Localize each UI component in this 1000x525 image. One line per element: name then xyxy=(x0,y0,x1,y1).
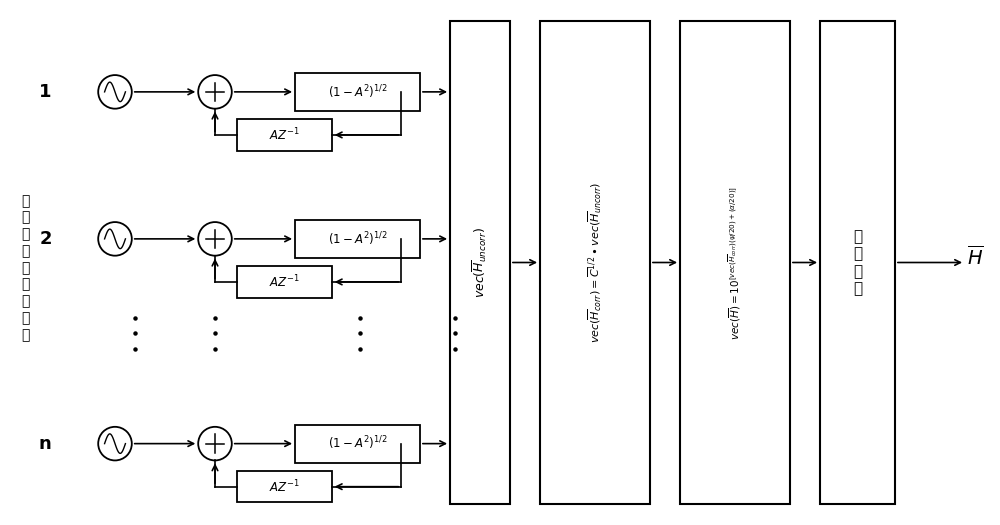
Bar xyxy=(540,21,650,504)
Text: $\mathbf{1}$: $\mathbf{1}$ xyxy=(38,83,52,101)
Ellipse shape xyxy=(98,75,132,109)
Text: $(1-A^2)^{1/2}$: $(1-A^2)^{1/2}$ xyxy=(328,230,387,248)
Text: $(1-A^2)^{1/2}$: $(1-A^2)^{1/2}$ xyxy=(328,83,387,101)
Bar xyxy=(237,471,332,502)
Bar xyxy=(237,119,332,151)
Text: 高
斯
随
机
序
列
生
成
器: 高 斯 随 机 序 列 生 成 器 xyxy=(21,194,29,342)
Text: $\mathbf{2}$: $\mathbf{2}$ xyxy=(39,230,51,248)
Text: $(1-A^2)^{1/2}$: $(1-A^2)^{1/2}$ xyxy=(328,435,387,453)
Text: $AZ^{-1}$: $AZ^{-1}$ xyxy=(269,127,300,143)
Text: $vec(\overline{H})=10^{[vec(\overline{H}_{corr})(\psi/20)+(\alpha/20)]}$: $vec(\overline{H})=10^{[vec(\overline{H}… xyxy=(727,185,743,340)
Text: $AZ^{-1}$: $AZ^{-1}$ xyxy=(269,478,300,495)
Text: $AZ^{-1}$: $AZ^{-1}$ xyxy=(269,274,300,290)
Bar xyxy=(450,21,510,504)
Bar xyxy=(237,266,332,298)
Ellipse shape xyxy=(98,222,132,256)
Ellipse shape xyxy=(98,427,132,460)
Bar xyxy=(295,73,420,111)
Text: $vec(\overline{H}_{uncorr})$: $vec(\overline{H}_{uncorr})$ xyxy=(471,227,489,298)
Bar xyxy=(820,21,895,504)
Text: $vec(\overline{H}_{corr})=\overline{C}^{1/2}\bullet vec(\overline{H}_{uncorr})$: $vec(\overline{H}_{corr})=\overline{C}^{… xyxy=(586,182,604,343)
Ellipse shape xyxy=(198,427,232,460)
Text: 功
率
分
配: 功 率 分 配 xyxy=(853,229,862,296)
Bar xyxy=(295,425,420,463)
Bar xyxy=(680,21,790,504)
Bar xyxy=(295,220,420,258)
Text: $\mathbf{n}$: $\mathbf{n}$ xyxy=(38,435,52,453)
Ellipse shape xyxy=(198,222,232,256)
Text: $\overline{H}$: $\overline{H}$ xyxy=(967,246,983,269)
Ellipse shape xyxy=(198,75,232,109)
